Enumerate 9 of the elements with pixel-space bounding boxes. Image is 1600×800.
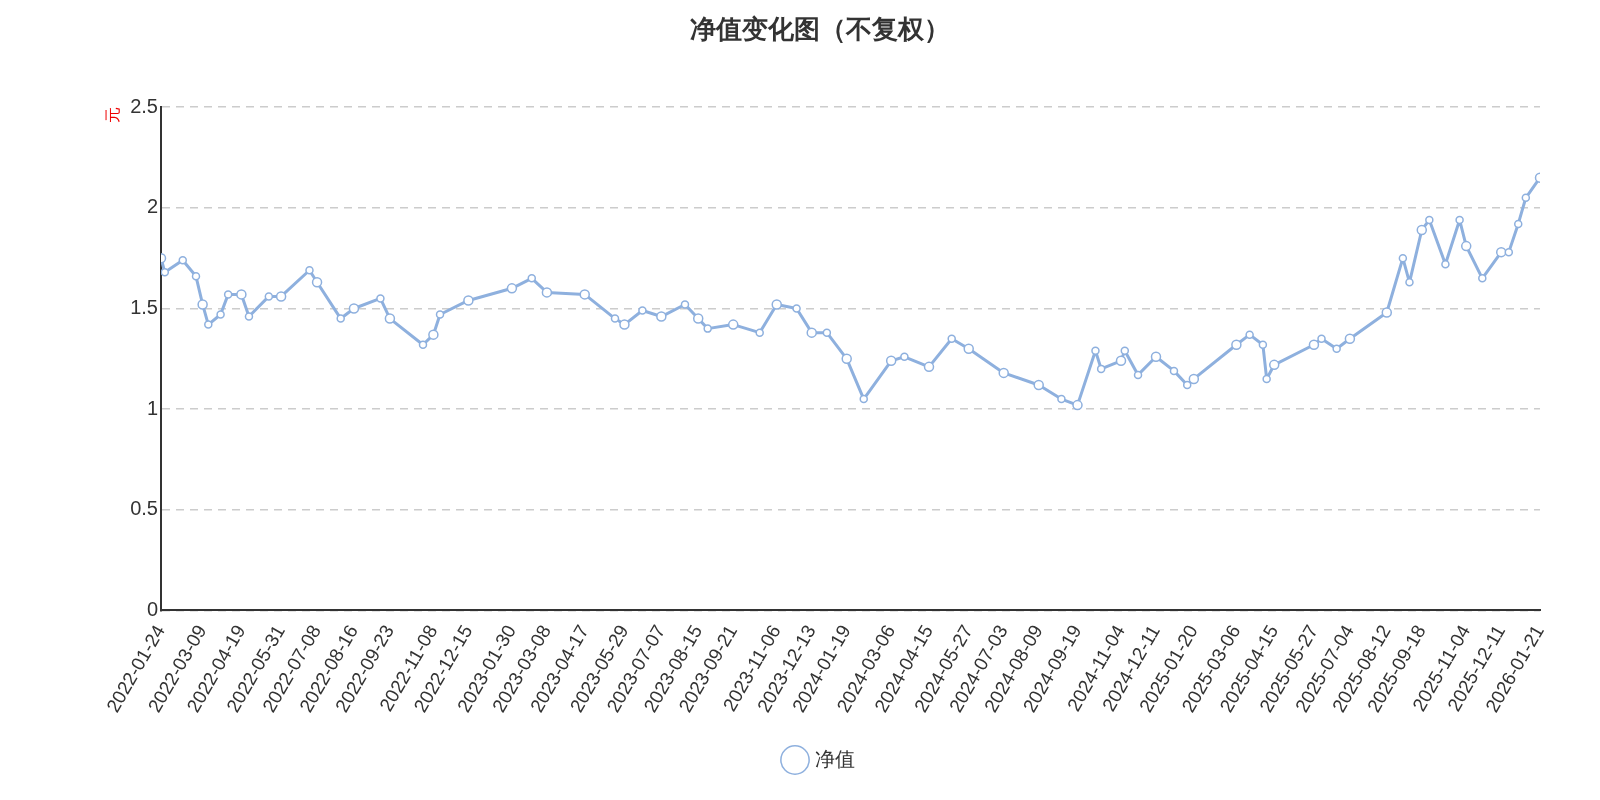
y-tick-label: 0.5 — [130, 497, 158, 520]
y-axis-title: 元 — [104, 107, 122, 124]
y-tick-label: 0 — [146, 597, 158, 620]
y-tick-label: 1 — [146, 396, 158, 419]
y-tick-label: 1.5 — [130, 296, 158, 319]
y-tick-label: 2.5 — [130, 94, 158, 117]
y-tick-label: 2 — [146, 195, 158, 218]
legend-label: 净值 — [815, 747, 855, 770]
chart-title: 净值变化图（不复权） — [690, 14, 950, 45]
